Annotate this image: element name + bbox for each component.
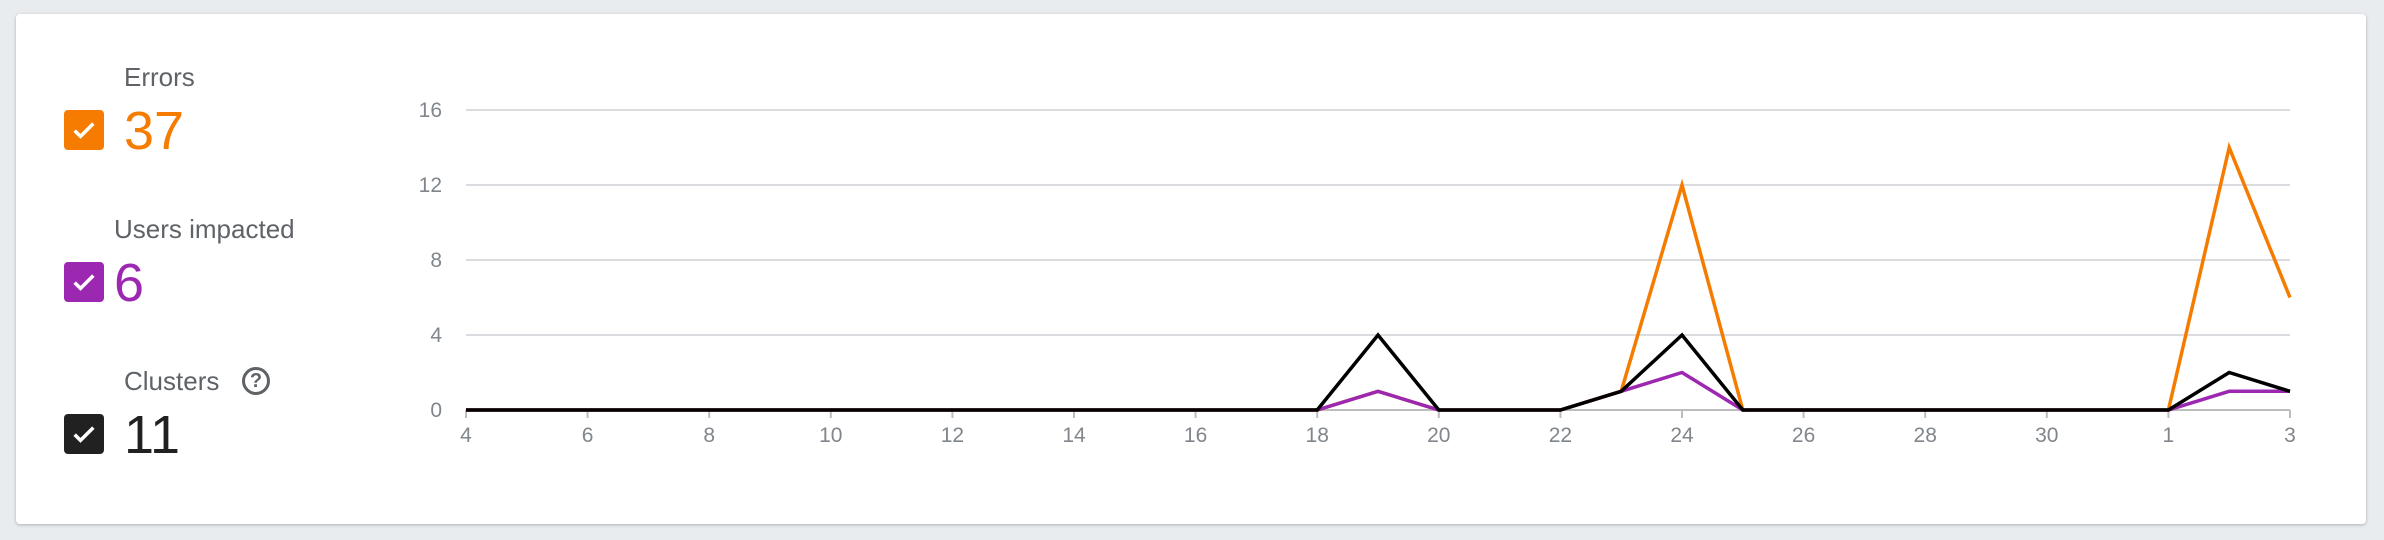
x-tick-label: 14 [1062, 424, 1086, 447]
x-tick-label: 20 [1427, 424, 1450, 447]
x-tick-label: 8 [703, 424, 715, 447]
check-icon [73, 274, 95, 291]
clusters-count: 11 [124, 405, 181, 465]
y-tick-label: 4 [430, 324, 442, 347]
series-line-errors [466, 141, 2292, 412]
x-tick-label: 10 [819, 424, 842, 447]
check-icon [73, 122, 95, 139]
clusters-label: Clusters [124, 366, 220, 396]
x-tick-label: 18 [1306, 424, 1329, 447]
series-line-users-impacted [466, 370, 2290, 412]
help-circle-icon[interactable]: ? [242, 367, 270, 395]
x-tick-label: 6 [582, 424, 594, 447]
users-impacted-count: 6 [114, 253, 145, 313]
errors-label: Errors [124, 62, 195, 92]
x-tick-label: 12 [941, 424, 964, 447]
x-tick-label: 30 [2035, 424, 2058, 447]
x-tick-label: 26 [1792, 424, 1815, 447]
y-tick-label: 12 [419, 174, 442, 197]
x-tick-label: 4 [460, 424, 472, 447]
x-tick-label: 1 [2163, 424, 2175, 447]
y-tick-label: 8 [430, 249, 442, 272]
x-tick-label: 16 [1184, 424, 1207, 447]
users-impacted-label: Users impacted [114, 214, 295, 244]
users-impacted-checkbox[interactable] [64, 262, 104, 302]
y-tick-label: 0 [430, 399, 442, 422]
x-tick-label: 28 [1914, 424, 1937, 447]
y-tick-label: 16 [419, 99, 442, 122]
series-line-clusters [466, 332, 2291, 412]
errors-overview-card: Errors 37 Users impacted 6 Clusters ? 11… [16, 14, 2366, 524]
x-tick-label: 24 [1670, 424, 1694, 447]
x-tick-label: 3 [2284, 424, 2296, 447]
x-tick-label: 22 [1549, 424, 1572, 447]
errors-checkbox[interactable] [64, 110, 104, 150]
clusters-checkbox[interactable] [64, 414, 104, 454]
check-icon [73, 426, 95, 443]
errors-count: 37 [124, 101, 185, 161]
